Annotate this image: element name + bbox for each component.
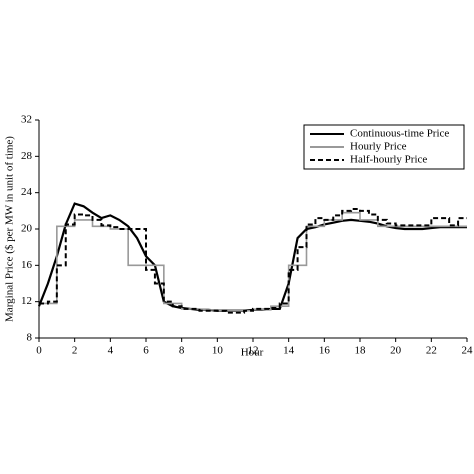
- x-tick-label: 6: [143, 345, 149, 357]
- legend-label: Hourly Price: [350, 141, 407, 153]
- x-tick-label: 22: [426, 345, 437, 357]
- x-tick-label: 10: [212, 345, 224, 357]
- y-tick-label: 32: [21, 114, 32, 126]
- y-tick-label: 24: [21, 186, 33, 198]
- series-line: [37, 202, 467, 312]
- y-tick-label: 16: [21, 259, 33, 271]
- x-tick-label: 16: [319, 345, 331, 357]
- y-axis-label: Marginal Price ($ per MW in unit of time…: [4, 136, 16, 322]
- x-tick-label: 18: [355, 345, 367, 357]
- x-tick-label: 24: [462, 345, 474, 357]
- x-tick-label: 0: [36, 345, 42, 357]
- x-axis-label: Hour: [241, 347, 264, 359]
- x-tick-label: 2: [72, 345, 78, 357]
- series-line: [39, 208, 467, 314]
- x-tick-label: 14: [283, 345, 295, 357]
- x-tick-label: 8: [179, 345, 185, 357]
- y-tick-label: 20: [21, 223, 33, 235]
- legend-label: Continuous-time Price: [350, 128, 449, 140]
- x-tick-label: 20: [390, 345, 402, 357]
- y-tick-label: 28: [21, 150, 33, 162]
- x-tick-label: 12: [248, 345, 259, 357]
- y-tick-label: 12: [21, 295, 32, 307]
- legend-label: Half-hourly Price: [350, 154, 427, 166]
- series-line: [39, 211, 467, 312]
- y-tick-label: 8: [27, 332, 33, 344]
- x-tick-label: 4: [108, 345, 114, 357]
